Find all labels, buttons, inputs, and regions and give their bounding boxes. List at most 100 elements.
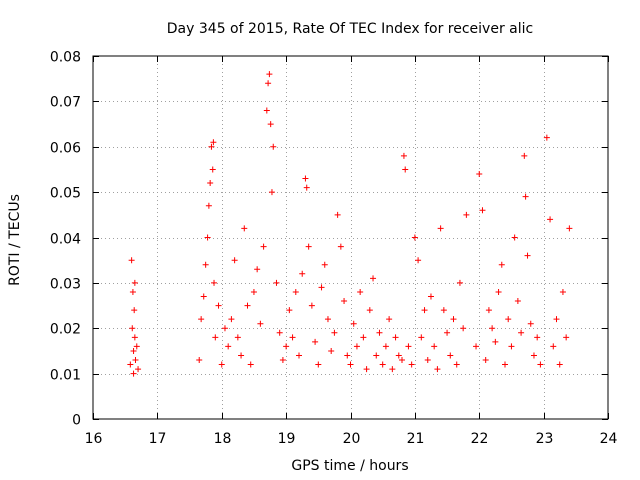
data-point: [476, 170, 483, 177]
data-point: [241, 225, 248, 232]
data-point: [302, 175, 309, 182]
data-point: [566, 225, 573, 232]
data-point: [263, 107, 270, 114]
data-point: [218, 361, 225, 368]
data-point: [257, 320, 264, 327]
x-tick-label: 18: [214, 431, 232, 447]
data-point: [524, 252, 531, 259]
data-point: [489, 325, 496, 332]
data-point: [463, 211, 470, 218]
data-point: [508, 343, 515, 350]
grid-lines: [93, 56, 608, 419]
data-point: [405, 343, 412, 350]
data-point: [392, 334, 399, 341]
data-point: [400, 152, 407, 159]
data-point: [279, 357, 286, 364]
data-point: [270, 143, 277, 150]
data-point: [444, 329, 451, 336]
data-point: [408, 361, 415, 368]
data-point: [534, 334, 541, 341]
data-point: [437, 225, 444, 232]
data-point: [131, 307, 138, 314]
data-point: [395, 352, 402, 359]
data-point: [370, 275, 377, 282]
data-point: [485, 307, 492, 314]
data-point: [276, 329, 283, 336]
data-point: [350, 320, 357, 327]
data-point: [357, 288, 364, 295]
data-point: [360, 334, 367, 341]
y-tick-label: 0.01: [50, 368, 81, 384]
data-point: [505, 316, 512, 323]
data-point: [434, 366, 441, 373]
data-point: [267, 121, 274, 128]
data-point: [415, 257, 422, 264]
data-point: [207, 180, 214, 187]
x-tick-label: 19: [278, 431, 296, 447]
data-point: [244, 302, 251, 309]
data-point: [324, 316, 331, 323]
data-point: [421, 307, 428, 314]
data-point: [315, 361, 322, 368]
data-point: [334, 211, 341, 218]
data-point: [210, 139, 217, 146]
data-point: [424, 357, 431, 364]
data-point: [200, 293, 207, 300]
data-point: [221, 325, 228, 332]
data-point: [129, 325, 136, 332]
data-point: [283, 343, 290, 350]
data-point: [208, 143, 215, 150]
data-point: [530, 352, 537, 359]
y-tick-label: 0.05: [50, 186, 81, 202]
data-point: [386, 316, 393, 323]
x-tick-label: 23: [536, 431, 554, 447]
data-point: [215, 302, 222, 309]
data-point: [130, 370, 137, 377]
y-tick-label: 0: [72, 413, 81, 429]
x-axis-label: GPS time / hours: [291, 458, 408, 474]
data-point: [204, 234, 211, 241]
data-point: [254, 266, 261, 273]
data-point: [411, 234, 418, 241]
data-point: [247, 361, 254, 368]
data-point: [473, 343, 480, 350]
data-point: [238, 352, 245, 359]
data-point: [382, 343, 389, 350]
data-point: [495, 288, 502, 295]
data-point: [482, 357, 489, 364]
data-point: [312, 338, 319, 345]
data-point: [514, 298, 521, 305]
data-point: [234, 334, 241, 341]
data-point: [559, 288, 566, 295]
data-point: [266, 71, 273, 78]
data-point: [402, 166, 409, 173]
data-point: [522, 193, 529, 200]
data-point: [427, 293, 434, 300]
data-point: [453, 361, 460, 368]
data-point: [131, 334, 138, 341]
data-point: [128, 257, 135, 264]
data-point: [198, 316, 205, 323]
data-point: [129, 288, 136, 295]
data-point: [431, 343, 438, 350]
data-point: [344, 352, 351, 359]
data-point: [502, 361, 508, 368]
data-point: [447, 352, 454, 359]
data-point: [366, 307, 373, 314]
data-point: [379, 361, 386, 368]
data-point: [286, 307, 293, 314]
data-point: [196, 357, 203, 364]
data-point: [550, 343, 557, 350]
chart-title: Day 345 of 2015, Rate Of TEC Index for r…: [167, 21, 533, 37]
y-tick-label: 0.07: [50, 95, 81, 111]
data-point: [399, 357, 405, 364]
data-point: [556, 361, 563, 368]
data-point: [479, 207, 486, 214]
x-tick-label: 22: [471, 431, 489, 447]
data-point: [228, 316, 235, 323]
data-point: [521, 152, 528, 159]
data-point: [543, 134, 550, 141]
data-point: [353, 343, 360, 350]
data-point: [331, 329, 338, 336]
data-point: [209, 166, 216, 173]
